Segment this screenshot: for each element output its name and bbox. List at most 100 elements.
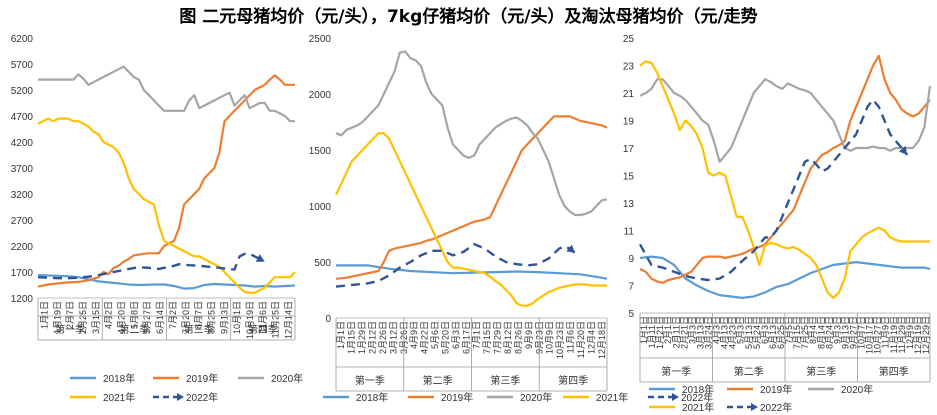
series-line-2019 — [639, 54, 931, 284]
x-tick-label: 12月9日 — [905, 316, 915, 349]
y-tick-label: 5200 — [11, 86, 34, 97]
legend-label: 2018年 — [356, 391, 388, 404]
x-tick-label: 2月1日 — [663, 316, 673, 344]
x-tick-label: 10月1日 — [232, 301, 242, 334]
x-tick-label: 8月7日 — [194, 301, 204, 329]
x-tick-label: 12月14日 — [284, 301, 294, 339]
x-tick-label: 2月7日 — [65, 301, 75, 329]
y-tick-label: 2000 — [309, 90, 332, 101]
legend-arrowhead — [751, 403, 758, 411]
x-tick-label: 5月20日 — [440, 321, 450, 354]
quarter-label: 第四季 — [558, 374, 588, 387]
y-tick-label: 2500 — [309, 34, 332, 45]
series-line-2020 — [335, 50, 608, 217]
x-tick-label: 10月27日 — [873, 316, 883, 354]
x-tick-label: 8月25日 — [206, 301, 216, 334]
legend-label: 2020年 — [271, 372, 303, 385]
x-tick-label: 3月15日 — [91, 301, 101, 334]
y-tick-label: 4200 — [11, 138, 34, 149]
x-tick-label: 6月3日 — [451, 321, 461, 349]
x-tick-label: 1月15日 — [347, 321, 357, 354]
x-tick-label: 5月24日 — [752, 316, 762, 349]
quarter-label: 第四季 — [879, 365, 909, 378]
y-tick-label: 11 — [624, 227, 635, 238]
series-line-2022 — [37, 252, 266, 280]
series-line-2021 — [639, 60, 930, 299]
x-tick-label: 8月14日 — [816, 316, 826, 349]
y-tick-label: 6200 — [11, 34, 34, 45]
x-tick-label: 1月29日 — [357, 321, 367, 354]
x-tick-label: 4月3日 — [712, 316, 722, 344]
quarter-label: 第二季 — [423, 374, 453, 387]
legend-label: 2021年 — [682, 401, 714, 414]
x-tick-label: 7月15日 — [482, 321, 492, 354]
series-line-2021 — [37, 117, 296, 294]
y-tick-label: 2200 — [11, 242, 34, 253]
quarter-label: 第一季 — [355, 374, 385, 387]
x-tick-label: 1月19日 — [52, 301, 62, 334]
x-tick-label: 11月29日 — [897, 316, 907, 353]
x-tick-label: 9月9日 — [524, 321, 534, 349]
x-tick-label: 7月2日 — [168, 301, 178, 329]
x-tick-label: 4月23日 — [728, 316, 738, 349]
x-tick-label: 11月25日 — [271, 301, 281, 338]
x-tick-label: 6月17日 — [461, 321, 471, 354]
x-tick-label: 7月29日 — [493, 321, 503, 354]
series-line-2019 — [335, 115, 608, 280]
series-line-2022 — [335, 242, 576, 288]
quarter-label: 第三季 — [490, 374, 520, 387]
y-tick-label: 2700 — [11, 216, 34, 227]
legend-label: 2019年 — [760, 383, 792, 396]
y-tick-label: 1000 — [309, 202, 332, 213]
x-tick-label: 11月9日 — [881, 316, 891, 348]
x-tick-label: 7月20日 — [181, 301, 191, 334]
quarter-label: 第一季 — [55, 323, 85, 336]
x-tick-label: 7月25日 — [800, 316, 810, 349]
x-tick-label: 7月1日 — [472, 321, 482, 349]
x-tick-label: 6月25日 — [776, 316, 786, 349]
y-tick-label: 3200 — [11, 190, 34, 201]
y-tick-label: 500 — [314, 258, 331, 269]
y-tick-label: 1700 — [11, 268, 34, 279]
x-tick-label: 2月26日 — [378, 321, 388, 354]
x-tick-label: 10月17日 — [865, 316, 875, 354]
x-tick-label: 4月9日 — [409, 321, 419, 349]
legend-label: 2020年 — [520, 391, 552, 404]
series-line-2018 — [639, 255, 931, 299]
series-line-2021 — [335, 132, 607, 307]
x-tick-label: 5月27日 — [142, 301, 152, 334]
legend-arrowhead — [177, 393, 184, 401]
quarter-label: 第二季 — [119, 323, 149, 336]
x-tick-label: 1月11日 — [647, 316, 657, 348]
series-arrowhead-2022 — [566, 244, 576, 254]
figure-title: 图 二元母猪均价（元/头），7kg仔猪均价（元/头）及淘汰母猪均价（元/走势 — [179, 7, 758, 27]
x-tick-label: 9月13日 — [219, 301, 229, 334]
x-tick-label: 5月3日 — [736, 316, 746, 344]
series-line-2022 — [638, 98, 909, 282]
x-tick-label: 1月1日 — [39, 301, 49, 329]
x-tick-label: 11月6日 — [258, 301, 268, 333]
y-tick-label: 4700 — [11, 112, 34, 123]
series-line-2019 — [37, 74, 295, 288]
legend-label: 2019年 — [186, 372, 218, 385]
legend-label: 2021年 — [596, 391, 628, 404]
x-tick-label: 3月12日 — [388, 321, 398, 354]
x-tick-label: 9月13日 — [840, 316, 850, 349]
x-tick-label: 4月22日 — [420, 321, 430, 354]
legend-label: 2018年 — [103, 372, 135, 385]
y-tick-label: 3700 — [11, 164, 34, 175]
x-tick-label: 11月6日 — [566, 321, 576, 353]
legend-arrowhead — [672, 393, 679, 401]
x-tick-label: 10月7日 — [857, 316, 867, 349]
x-tick-label: 10月23日 — [555, 321, 565, 359]
x-tick-label: 7月5日 — [784, 316, 794, 344]
legend-label: 2020年 — [841, 383, 873, 396]
legend-label: 2018年 — [682, 383, 714, 396]
x-tick-label: 11月19日 — [889, 316, 899, 353]
x-tick-label: 1月21日 — [655, 316, 665, 349]
legend-label: 2021年 — [103, 391, 135, 404]
quarter-label: 第一季 — [661, 365, 691, 378]
x-tick-label: 7月15日 — [792, 316, 802, 349]
series-line-2020 — [38, 65, 295, 123]
